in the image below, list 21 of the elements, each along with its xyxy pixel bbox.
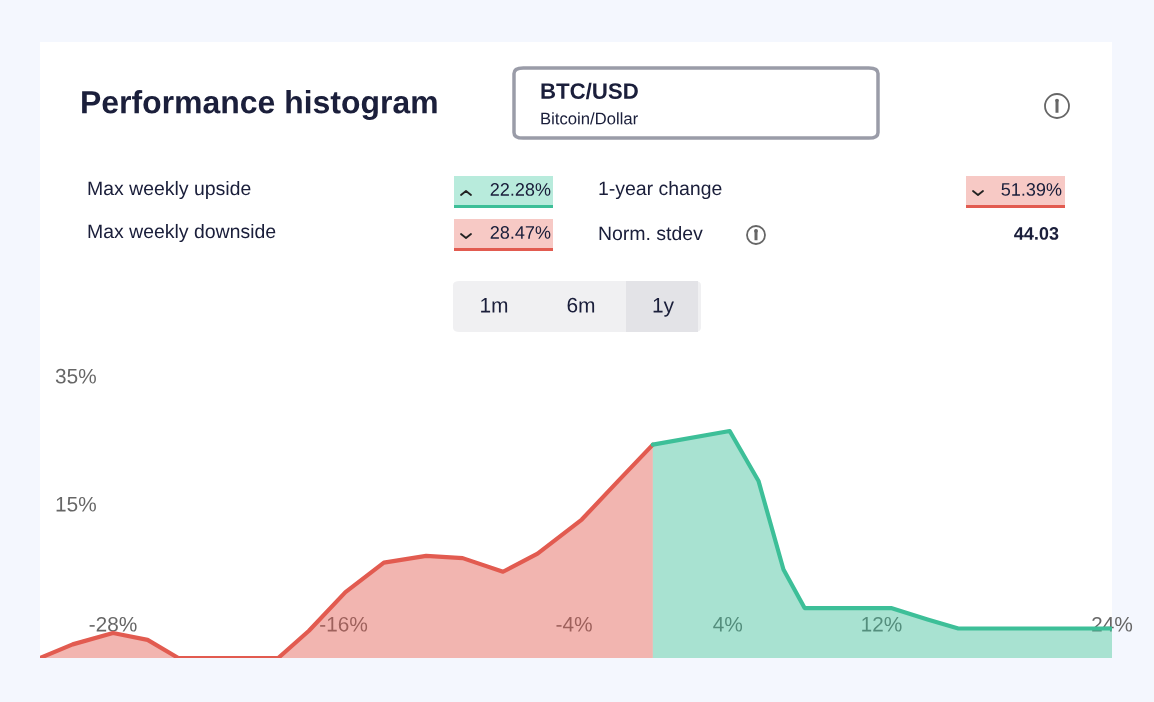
text: 28.47% xyxy=(490,226,551,239)
x-tick-label: -4% xyxy=(556,616,592,632)
x-tick-label: 12% xyxy=(862,616,902,632)
x-tick-label: -28% xyxy=(89,616,137,632)
text: 1m xyxy=(481,298,508,313)
text: 51.39% xyxy=(1001,183,1062,196)
text: 22.28% xyxy=(490,183,551,196)
text: 1y xyxy=(653,298,674,317)
text: 6m xyxy=(567,297,595,313)
text: 44.03 xyxy=(1014,227,1059,240)
text: BTC/USD xyxy=(541,82,638,100)
text: Max weekly downside xyxy=(88,223,276,243)
annotation: 15% xyxy=(56,496,96,512)
text: Max weekly upside xyxy=(88,180,251,200)
text: 35% xyxy=(55,368,96,384)
x-tick-label: 4% xyxy=(713,616,743,632)
text: Bitcoin/Dollar xyxy=(541,112,638,125)
text: 1-year change xyxy=(599,180,722,200)
text: Norm. stdev xyxy=(599,225,703,241)
x-tick-label: -16% xyxy=(320,616,368,632)
chart-title: Performance histogram xyxy=(82,90,437,120)
